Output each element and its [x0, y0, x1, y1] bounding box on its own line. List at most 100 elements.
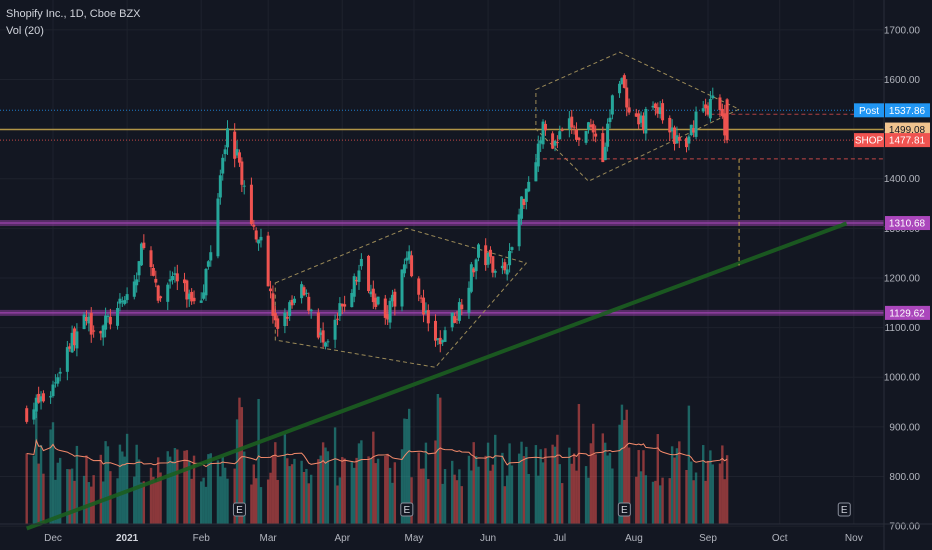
candle-body: [460, 304, 464, 310]
earnings-marker-label: E: [841, 505, 848, 516]
candle-body: [257, 239, 261, 244]
candle-body: [551, 133, 555, 149]
volume-bar: [56, 462, 59, 524]
volume-bar: [721, 445, 724, 524]
volume-bar: [252, 464, 256, 524]
volume-bar: [326, 451, 330, 524]
volume-bar: [453, 474, 456, 524]
candle-body: [393, 291, 397, 307]
volume-bar: [384, 455, 387, 524]
candle-body: [493, 270, 497, 273]
candle-body: [388, 300, 392, 323]
volume-bar: [353, 467, 356, 524]
trend-line: [26, 221, 848, 531]
volume-bar: [37, 463, 40, 524]
volume-bar: [168, 456, 172, 524]
candle-body: [171, 276, 175, 281]
earnings-marker-label: E: [621, 505, 628, 516]
volume-bar: [678, 441, 681, 524]
volume-bar: [159, 472, 162, 524]
candle-body: [338, 303, 342, 316]
candle-body: [58, 371, 62, 374]
candle-body: [639, 115, 643, 123]
volume-bar: [601, 433, 605, 524]
candle-body: [333, 319, 337, 340]
volume-bar: [176, 449, 179, 524]
volume-bar: [166, 451, 169, 524]
volume-bar: [372, 431, 375, 524]
candle-body: [309, 309, 313, 312]
candle-body: [510, 247, 514, 250]
candles: [25, 73, 729, 425]
x-tick-label: May: [405, 533, 424, 544]
volume-bar: [587, 477, 590, 524]
candle-body: [601, 133, 605, 163]
volume-bar: [436, 394, 440, 524]
volume-bar: [188, 461, 191, 524]
volume-bar: [472, 442, 475, 524]
y-tick-label: 1600.00: [884, 75, 921, 86]
x-tick-label: Sep: [699, 533, 717, 544]
candle-body: [82, 314, 86, 330]
candle-body: [670, 127, 674, 132]
candle-body: [653, 103, 657, 109]
candle-body: [307, 296, 311, 311]
volume-bar: [570, 463, 573, 524]
volume-bar: [410, 477, 413, 524]
candle-body: [486, 252, 490, 265]
candle-body: [725, 99, 729, 141]
candle-body: [606, 123, 610, 147]
volume-bar: [391, 482, 394, 524]
candle-body: [335, 318, 339, 320]
volume-bar: [441, 483, 444, 524]
volume-bar: [443, 469, 447, 524]
volume-bar: [637, 450, 640, 524]
x-tick-label: Aug: [625, 533, 643, 544]
candle-body: [402, 264, 406, 274]
x-tick-label: 2021: [116, 533, 139, 544]
x-tick-label: Mar: [260, 533, 278, 544]
volume-bar: [723, 479, 726, 524]
volume-bar: [403, 418, 406, 524]
price-badge: [885, 133, 930, 148]
volume-bar: [202, 477, 205, 524]
price-badge-label: 1310.68: [889, 219, 926, 230]
x-tick-label: Nov: [845, 533, 863, 544]
volume-bar: [477, 466, 480, 524]
candle-body: [687, 136, 691, 144]
candle-body: [701, 108, 705, 112]
price-badge-label: 1129.62: [889, 308, 925, 319]
volume-bar: [417, 452, 420, 524]
volume-bar: [226, 478, 229, 524]
candle-body: [522, 199, 526, 206]
x-tick-label: Feb: [193, 533, 211, 544]
candle-body: [543, 123, 547, 131]
volume-bar: [594, 454, 597, 524]
price-badge-label: 1499.08: [889, 125, 926, 136]
candle-body: [249, 184, 253, 225]
volume-bar: [694, 472, 698, 524]
candle-body: [477, 244, 481, 258]
volume-bar: [558, 464, 561, 524]
volume-bar: [690, 461, 693, 524]
candle-body: [484, 245, 488, 266]
candle-body: [577, 137, 581, 140]
candle-body: [135, 279, 139, 286]
volume-bar: [553, 446, 557, 524]
candle-body: [575, 129, 579, 140]
earnings-marker: [232, 502, 246, 517]
volume-bar: [451, 460, 454, 524]
volume-bar: [219, 476, 222, 524]
candle-body: [125, 294, 129, 300]
candle-body: [474, 259, 478, 272]
volume-ma-line: [26, 438, 728, 468]
volume-bar: [668, 478, 671, 524]
volume-bar: [522, 456, 526, 524]
earnings-marker-label: E: [236, 505, 243, 516]
volume-bar: [216, 460, 220, 524]
volume-bar: [82, 475, 86, 524]
candle-body: [453, 316, 457, 323]
candle-body: [175, 273, 179, 282]
candle-body: [438, 337, 442, 345]
